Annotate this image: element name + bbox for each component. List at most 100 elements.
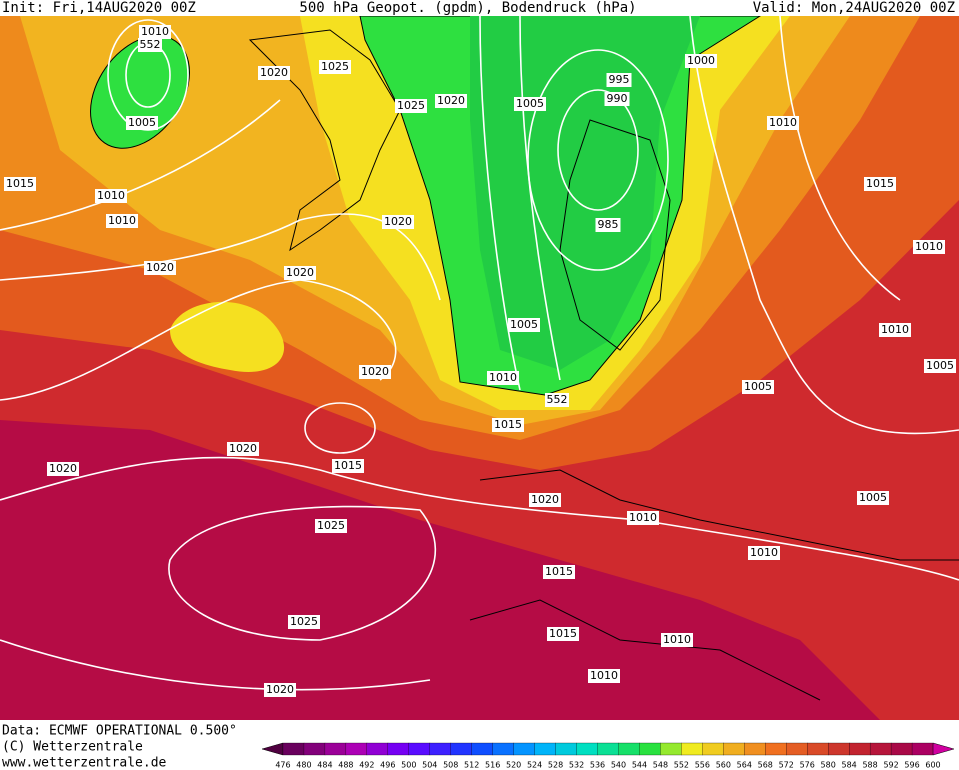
colorbar-label: 592 bbox=[883, 761, 898, 770]
isobar-label-bg bbox=[879, 323, 911, 337]
map-title: 500 hPa Geopot. (gpdm), Bodendruck (hPa) bbox=[299, 0, 636, 16]
colorbar-swatch bbox=[618, 742, 640, 756]
isobar-label: 990 bbox=[607, 92, 628, 105]
isobar-label: 1020 bbox=[361, 365, 389, 378]
colorbar-label: 496 bbox=[380, 761, 395, 770]
scandinavia bbox=[559, 119, 671, 351]
bg-yellow-blob bbox=[170, 301, 285, 372]
colorbar-label: 512 bbox=[464, 761, 479, 770]
isobar-label: 985 bbox=[598, 218, 619, 231]
colorbar-label: 560 bbox=[716, 761, 731, 770]
colorbar-swatch bbox=[387, 742, 410, 756]
isobar-label: 1010 bbox=[881, 323, 909, 336]
colorbar-swatch bbox=[366, 742, 389, 756]
isobar-label-bg bbox=[661, 633, 693, 647]
isobar-label: 1010 bbox=[108, 214, 136, 227]
isobar-label-bg bbox=[227, 442, 259, 456]
colorbar-swatch bbox=[660, 742, 682, 756]
colorbar-label: 580 bbox=[821, 761, 836, 770]
isobar-label-bg bbox=[606, 73, 632, 87]
colorbar-swatch bbox=[597, 742, 619, 756]
isobar-label: 1005 bbox=[516, 97, 544, 110]
colorbar-swatch bbox=[911, 742, 934, 756]
isobar bbox=[168, 505, 437, 641]
colorbar-label: 536 bbox=[590, 761, 605, 770]
isobar-label: 1020 bbox=[260, 66, 288, 79]
isobar-label: 1020 bbox=[384, 215, 412, 228]
colorbar-swatch bbox=[471, 742, 494, 756]
colorbar-label: 596 bbox=[904, 761, 919, 770]
colorbar-swatch bbox=[723, 742, 745, 756]
colorbar-label: 544 bbox=[632, 761, 647, 770]
isobar-label: 1015 bbox=[334, 459, 362, 472]
greenland bbox=[248, 29, 401, 252]
isobar-label-bg bbox=[543, 565, 575, 579]
isobar bbox=[479, 15, 959, 435]
isobar-labels: 1010 1020 1025 1005 1015 1010 1010 1020 1025 1020… bbox=[4, 25, 956, 697]
colorbar-label: 528 bbox=[548, 761, 563, 770]
colorbar-label: 524 bbox=[527, 761, 542, 770]
isobar-label: 1015 bbox=[545, 565, 573, 578]
isobar-label-bg bbox=[288, 615, 320, 629]
isobar-label: 1010 bbox=[629, 511, 657, 524]
isobar-label-bg bbox=[492, 418, 524, 432]
isobar-label: 1010 bbox=[769, 116, 797, 129]
isobar-label: 995 bbox=[609, 73, 630, 86]
colorbar-swatch bbox=[765, 742, 787, 756]
isobar-label: 1015 bbox=[549, 627, 577, 640]
isobar bbox=[527, 49, 669, 271]
colorbar-swatch bbox=[702, 742, 724, 756]
isobar-label-bg bbox=[748, 546, 780, 560]
colorbar-swatch bbox=[681, 742, 703, 756]
isobar-label: 1005 bbox=[744, 380, 772, 393]
colorbar-label: 488 bbox=[338, 761, 353, 770]
isobar-label: 1010 bbox=[590, 669, 618, 682]
isobar-label: 1005 bbox=[510, 318, 538, 331]
isobar-label: 1020 bbox=[266, 683, 294, 696]
isobar bbox=[0, 456, 959, 581]
isobar-label-bg bbox=[857, 491, 889, 505]
colorbar-label: 568 bbox=[758, 761, 773, 770]
colorbar-label: 484 bbox=[317, 761, 332, 770]
colorbar-label: 520 bbox=[506, 761, 521, 770]
colorbar-label: 584 bbox=[842, 761, 857, 770]
header-bar bbox=[0, 0, 959, 16]
website: www.wetterzentrale.de bbox=[2, 756, 167, 770]
isobar-label: 1015 bbox=[6, 177, 34, 190]
colorbar-swatch bbox=[450, 742, 473, 756]
colorbar-arrow bbox=[932, 742, 955, 756]
isobar-label: 1005 bbox=[128, 116, 156, 129]
isobar-label: 1020 bbox=[437, 94, 465, 107]
colorbar-label: 548 bbox=[653, 761, 668, 770]
colorbar-label: 508 bbox=[443, 761, 458, 770]
colorbar-label: 476 bbox=[275, 761, 290, 770]
isobar-label: 1010 bbox=[915, 240, 943, 253]
isobar-label-bg bbox=[487, 371, 519, 385]
isobar-label-bg bbox=[395, 99, 427, 113]
colorbar-swatch bbox=[513, 742, 536, 756]
isobar-label-bg bbox=[126, 116, 158, 130]
colorbar-swatch bbox=[744, 742, 766, 756]
colorbar-swatch bbox=[828, 742, 850, 756]
colorbar-swatch bbox=[869, 742, 892, 756]
isobar bbox=[304, 402, 376, 454]
isobar-label: 1020 bbox=[531, 493, 559, 506]
colorbar: 476 480 484 488 492 496 500 504 508 512 516 520 524 5… bbox=[261, 742, 955, 770]
isobar-label-bg bbox=[514, 97, 546, 111]
isobar-label-bg bbox=[332, 459, 364, 473]
colorbar-swatch bbox=[807, 742, 829, 756]
colorbar-label: 572 bbox=[779, 761, 794, 770]
colorbar-swatch bbox=[345, 742, 368, 756]
colorbar-swatch bbox=[408, 742, 431, 756]
isobar-label-bg bbox=[767, 116, 799, 130]
isobar-label-bg bbox=[604, 92, 630, 106]
isobar-label-bg bbox=[742, 380, 774, 394]
data-source: Data: ECMWF OPERATIONAL 0.500° bbox=[2, 724, 237, 739]
isobar-label: 1005 bbox=[926, 359, 954, 372]
isobar-label: 1010 bbox=[141, 25, 169, 38]
isobar-label-bg bbox=[529, 493, 561, 507]
colorbar-label: 532 bbox=[569, 761, 584, 770]
isobar-label: 1005 bbox=[859, 491, 887, 504]
isobar-label: 1025 bbox=[397, 99, 425, 112]
